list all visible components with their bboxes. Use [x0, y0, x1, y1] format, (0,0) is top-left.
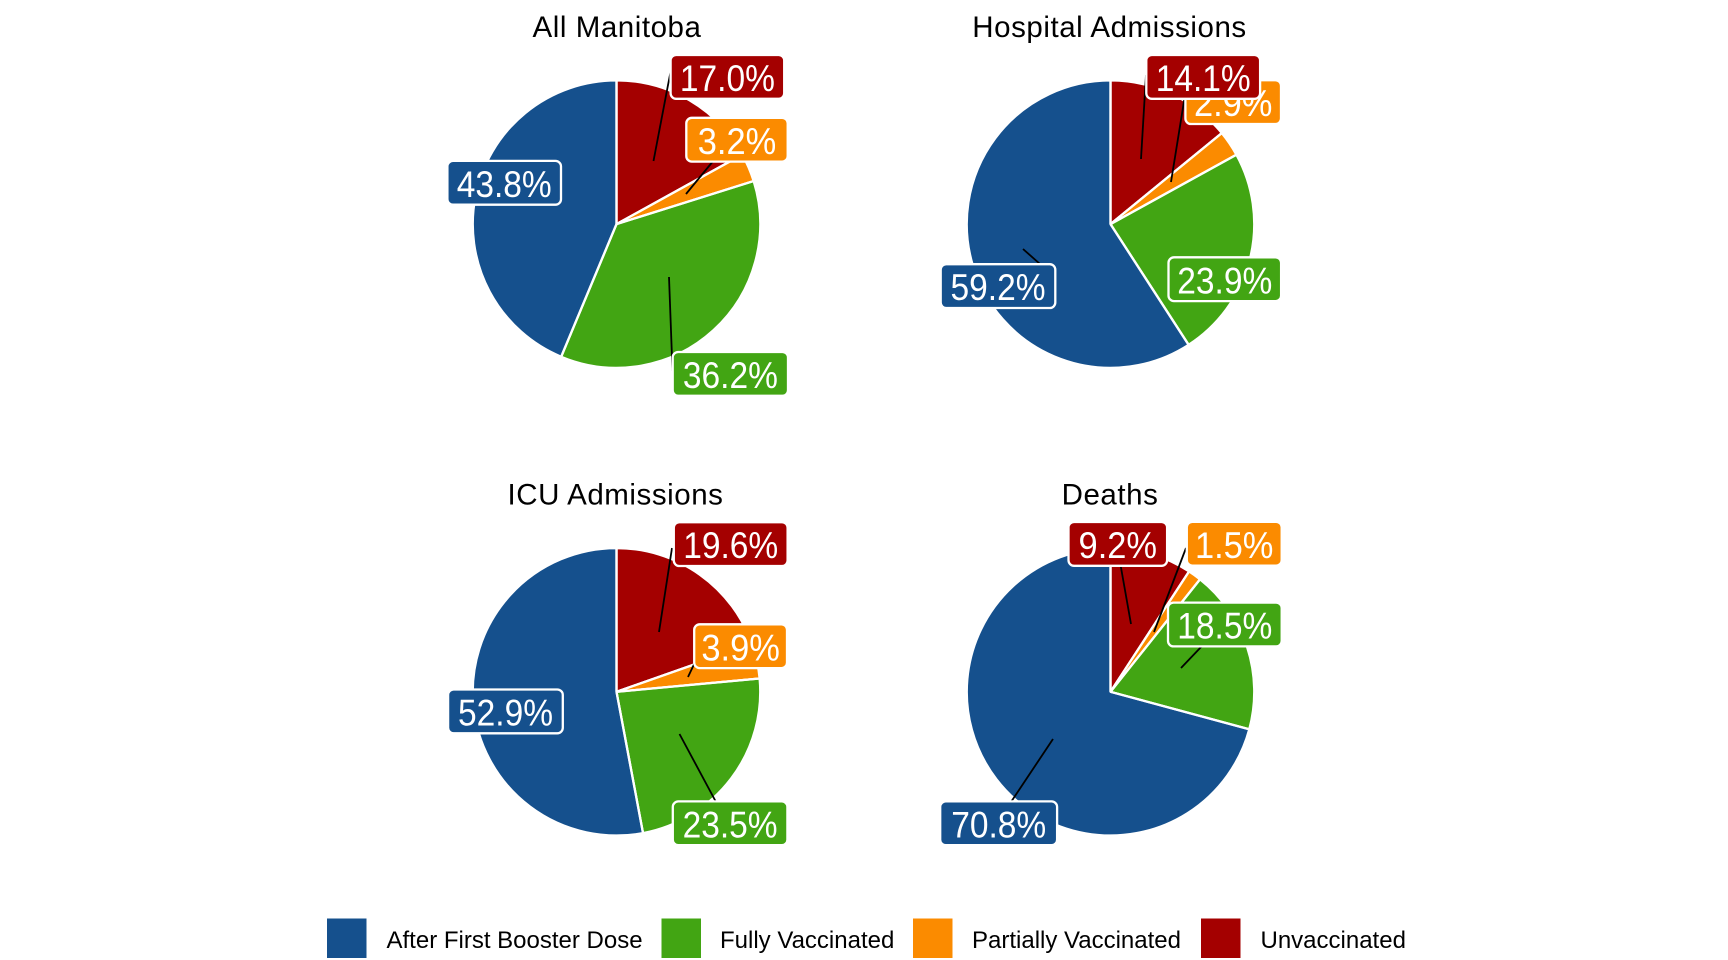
- svg-text:43.8%: 43.8%: [457, 163, 552, 205]
- svg-text:Unvaccinated: Unvaccinated: [1261, 927, 1406, 954]
- svg-text:70.8%: 70.8%: [951, 803, 1046, 845]
- svg-text:3.9%: 3.9%: [701, 626, 780, 668]
- svg-text:3.2%: 3.2%: [698, 120, 777, 162]
- svg-text:ICU Admissions: ICU Admissions: [508, 479, 724, 512]
- svg-text:59.2%: 59.2%: [951, 266, 1046, 308]
- svg-text:19.6%: 19.6%: [683, 524, 778, 566]
- svg-text:All Manitoba: All Manitoba: [533, 11, 702, 44]
- svg-text:Fully Vaccinated: Fully Vaccinated: [720, 927, 894, 954]
- svg-text:Deaths: Deaths: [1062, 479, 1159, 512]
- svg-text:23.9%: 23.9%: [1177, 259, 1272, 301]
- svg-text:9.2%: 9.2%: [1079, 524, 1158, 566]
- svg-text:Partially Vaccinated: Partially Vaccinated: [972, 927, 1181, 954]
- svg-text:18.5%: 18.5%: [1177, 605, 1272, 647]
- svg-text:14.1%: 14.1%: [1156, 57, 1251, 99]
- svg-text:After First Booster Dose: After First Booster Dose: [387, 927, 643, 954]
- svg-text:52.9%: 52.9%: [458, 692, 553, 734]
- svg-text:Hospital Admissions: Hospital Admissions: [972, 11, 1246, 44]
- svg-text:23.5%: 23.5%: [683, 803, 778, 845]
- svg-text:1.5%: 1.5%: [1195, 524, 1274, 566]
- svg-text:36.2%: 36.2%: [683, 354, 778, 396]
- svg-text:17.0%: 17.0%: [680, 57, 775, 99]
